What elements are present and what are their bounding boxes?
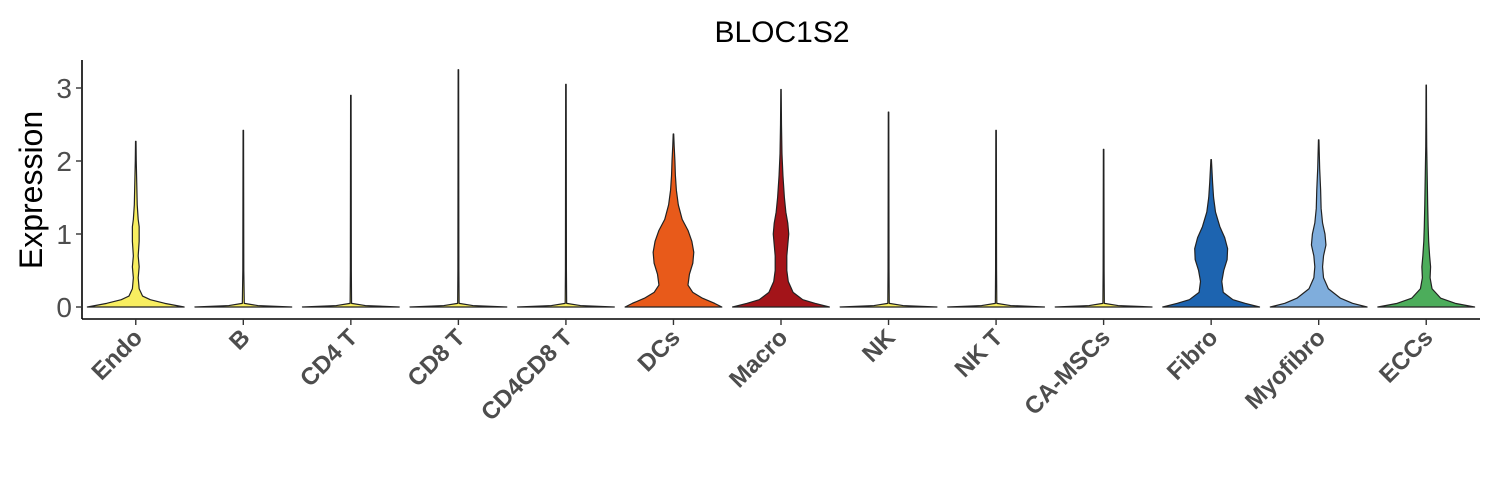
y-tick-label: 3 xyxy=(56,73,72,104)
x-axis-ticks: Endo B CD4 T CD8 T CD4CD8 T DCs Macro NK NK T CA-… xyxy=(86,319,1438,426)
x-tick-label: B xyxy=(224,324,255,355)
x-tick-label: NK T xyxy=(950,324,1009,383)
violins-layer xyxy=(86,69,1476,308)
x-tick-label: CD4 T xyxy=(295,324,363,392)
violin-myofibro xyxy=(1269,139,1368,308)
x-tick-label: Endo xyxy=(86,324,148,386)
violin-nk-t xyxy=(947,129,1046,308)
x-tick-label: CD8 T xyxy=(403,324,471,392)
violin-cd8-t xyxy=(409,69,508,308)
violin-ca-mscs xyxy=(1054,148,1153,308)
violin-nk xyxy=(839,111,938,308)
x-tick-label: CD4CD8 T xyxy=(476,324,578,426)
y-tick-label: 1 xyxy=(56,219,72,250)
violin-endo xyxy=(86,140,185,308)
violin-macro xyxy=(732,88,830,308)
x-tick-label: ECCs xyxy=(1374,324,1438,388)
x-tick-label: Fibro xyxy=(1162,324,1224,386)
x-tick-label: DCs xyxy=(633,324,686,377)
violin-fibro xyxy=(1162,158,1261,308)
violin-dcs xyxy=(624,133,723,308)
violin-cd4-t xyxy=(301,94,400,308)
violin-cd4cd8-t xyxy=(516,83,615,308)
violin-eccs xyxy=(1377,84,1476,308)
y-tick-label: 2 xyxy=(56,146,72,177)
x-tick-label: Macro xyxy=(724,324,793,393)
y-tick-label: 0 xyxy=(56,292,72,323)
y-axis-ticks: 0 1 2 3 xyxy=(56,73,82,323)
y-axis-label: Expression xyxy=(13,111,49,269)
x-tick-label: NK xyxy=(857,324,901,368)
chart-title: BLOC1S2 xyxy=(714,16,849,49)
x-tick-label: Myofibro xyxy=(1240,324,1331,415)
x-tick-label: CA-MSCs xyxy=(1019,324,1115,420)
violin-b xyxy=(194,129,293,308)
